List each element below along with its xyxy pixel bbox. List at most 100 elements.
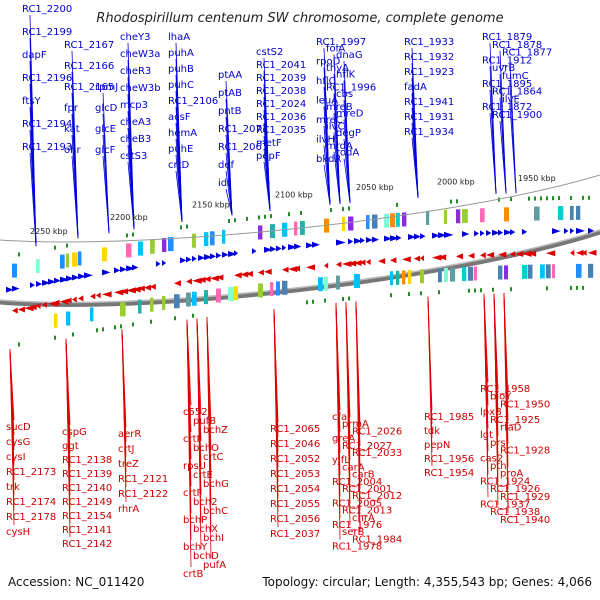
minus-category-box [282, 280, 288, 295]
feature-tick [546, 286, 548, 291]
minus-gene-arrow [420, 255, 425, 262]
plus-gene-arrow [6, 286, 14, 293]
minus-gene-arrow [288, 266, 298, 273]
minus-gene-arrow [294, 265, 301, 272]
minus-gene-label: RC1_1940 [500, 515, 550, 526]
minus-gene-arrow [102, 291, 112, 298]
minus-category-box [276, 281, 280, 296]
plus-gene-arrow [438, 232, 447, 239]
feature-tick [582, 195, 584, 200]
plus-gene-label: RC1_2106 [168, 96, 218, 107]
minus-gene-arrow [114, 289, 124, 296]
plus-gene-label: RC1_2067 [218, 142, 268, 153]
plus-gene-arrow [11, 285, 20, 292]
plus-gene-label: RC1_1895 [482, 79, 532, 90]
plus-category-box [384, 213, 390, 228]
minus-gene-arrow [528, 250, 537, 257]
plus-gene-label: cstS3 [120, 151, 147, 162]
kbp-scale: 2250 kbp 2200 kbp 2150 kbp 2100 kbp 2050 kbp… [30, 174, 556, 236]
minus-gene-arrow [174, 280, 181, 287]
minus-category-box [408, 270, 412, 285]
minus-gene-arrow [546, 250, 556, 257]
plus-gene-arrow [228, 251, 238, 258]
plus-gene-arrow [186, 256, 192, 263]
plus-gene-arrow [408, 234, 417, 241]
plus-category-box [462, 209, 468, 224]
feature-tick [408, 292, 410, 297]
plus-gene-label: cheY3 [120, 32, 150, 43]
plus-gene-label: cheA3 [120, 117, 151, 128]
plus-gene-label: RC1_2036 [256, 112, 306, 123]
plus-gene-label: cstS2 [256, 47, 283, 58]
plus-gene-label: RC1_1878 [492, 40, 542, 51]
plus-gene-label: cheW3a [120, 49, 160, 60]
minus-strand-labels: sucDcysGcysIRC1_2173trkRC1_2174RC1_2178c… [6, 384, 550, 580]
minus-category-box [504, 265, 509, 280]
plus-gene-label: RC1_1996 [326, 83, 376, 94]
leader-line [323, 164, 331, 205]
minus-gene-label: RC1_1958 [480, 384, 530, 395]
feature-tick [18, 252, 20, 257]
minus-gene-arrow [138, 285, 145, 292]
leader-line [9, 349, 15, 526]
plus-category-box [192, 233, 197, 248]
plus-gene-arrow [522, 228, 528, 235]
plus-gene-arrow [126, 265, 136, 272]
plus-category-box [534, 206, 540, 221]
plus-gene-label: hflC [316, 76, 336, 87]
minus-gene-label: lgt [480, 430, 493, 441]
minus-gene-arrow [264, 268, 272, 275]
plus-gene-label: mreB [326, 102, 353, 113]
plus-gene-label: RC1_2038 [256, 86, 306, 97]
minus-category-box [546, 264, 551, 279]
feature-tick [54, 245, 56, 250]
minus-gene-label: pth [490, 461, 507, 472]
minus-gene-arrow [144, 284, 152, 291]
scale-arc [0, 174, 600, 243]
plus-gene-arrow [288, 244, 298, 251]
minus-gene-label: RC1_1985 [424, 412, 474, 423]
leader-line [175, 170, 183, 222]
minus-gene-label: bchX [193, 524, 218, 535]
plus-gene-arrow [354, 238, 363, 245]
minus-gene-label: tdk [424, 426, 440, 437]
plus-category-box [390, 213, 396, 228]
plus-gene-arrow [498, 229, 504, 236]
plus-gene-label: ptAA [218, 70, 242, 81]
feature-tick [66, 243, 68, 248]
minus-category-box [552, 264, 556, 279]
feature-tick [18, 342, 20, 347]
minus-gene-label: RC1_2142 [62, 539, 112, 550]
minus-category-box [450, 267, 456, 282]
plus-gene-label: RC1_2071 [218, 124, 268, 135]
minus-gene-arrow [432, 254, 442, 261]
minus-category-box [120, 302, 126, 317]
plus-gene-arrow [114, 267, 121, 274]
plus-gene-arrow [54, 277, 61, 284]
minus-gene-arrow [36, 303, 41, 310]
plus-gene-arrow [432, 232, 440, 239]
minus-category-box [522, 264, 528, 279]
minus-gene-label: ggt [62, 441, 79, 452]
leader-line [263, 161, 271, 211]
minus-gene-label: lpxB [480, 407, 502, 418]
minus-gene-arrow [438, 254, 447, 261]
plus-gene-label: fadA [404, 82, 427, 93]
plus-gene-arrow [42, 279, 51, 286]
plus-gene-arrow [564, 228, 569, 235]
minus-gene-arrow [126, 287, 136, 294]
plus-gene-label: RC1_2024 [256, 99, 306, 110]
plus-gene-label: mrdA [326, 141, 353, 152]
minus-gene-arrow [516, 250, 524, 257]
minus-gene-arrow [192, 277, 202, 284]
plus-category-box [210, 231, 215, 246]
minus-gene-label: bioY [490, 392, 512, 403]
minus-gene-label: greA [332, 434, 355, 445]
plus-gene-label: ilvH [316, 135, 335, 146]
minus-gene-label: bchP [183, 515, 207, 526]
minus-gene-arrow [210, 275, 219, 282]
feature-tick [234, 218, 236, 223]
minus-gene-label: RC1_2065 [270, 424, 320, 435]
plus-gene-label: RC1_1872 [482, 102, 532, 113]
plus-gene-arrow [156, 260, 161, 267]
